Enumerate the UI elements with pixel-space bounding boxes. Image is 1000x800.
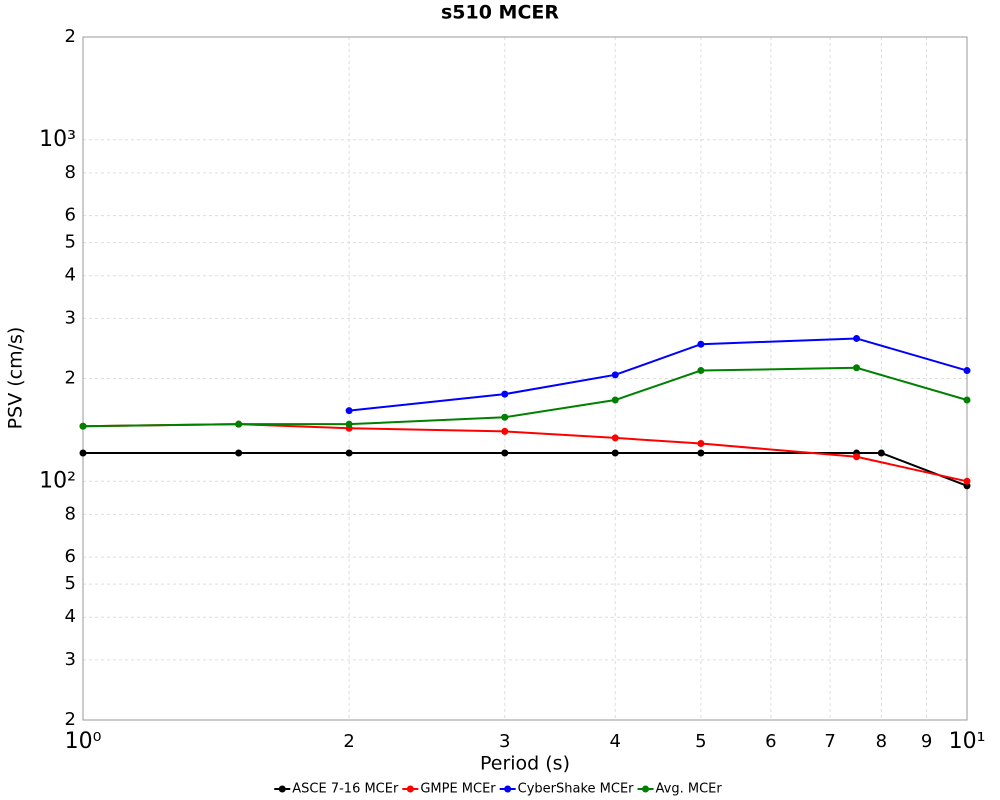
data-point [611,396,619,404]
y-tick-label: 2 [65,368,76,389]
data-point [963,477,971,485]
legend-label: ASCE 7-16 MCEr [292,782,399,797]
data-point [697,367,705,375]
legend-swatch-dot [278,785,286,793]
data-point [345,420,353,428]
legend-swatch-dot [406,785,414,793]
x-tick-label: 10¹ [949,729,986,754]
y-tick-label: 10³ [39,127,76,152]
chart-title: s510 MCER [441,2,559,24]
x-tick-label: 10⁰ [65,729,102,754]
x-axis-label: Period (s) [480,753,570,775]
data-point [501,413,509,421]
data-point [501,449,509,457]
x-tick-label: 6 [765,731,776,752]
data-point [877,449,885,457]
data-point [963,367,971,375]
legend-label: Avg. MCEr [656,782,723,797]
x-tick-label: 4 [609,731,620,752]
data-point [345,449,353,457]
y-tick-label: 2 [65,709,76,730]
data-point [697,340,705,348]
data-point [501,427,509,435]
y-tick-label: 3 [65,307,76,328]
data-point [853,364,861,372]
data-point [963,396,971,404]
x-tick-label: 2 [343,731,354,752]
series-line [349,337,968,412]
data-point [697,440,705,448]
y-tick-label: 4 [65,265,76,286]
data-point [853,334,861,342]
data-point [235,449,243,457]
data-point [611,371,619,379]
plot-frame [82,36,968,721]
legend-swatch-dot [504,785,512,793]
data-point [611,434,619,442]
y-tick-label: 10² [39,468,76,493]
legend-label: CyberShake MCEr [518,782,635,797]
y-tick-label: 6 [65,546,76,567]
y-tick-label: 2 [65,26,76,47]
series-line [82,366,968,428]
data-point [235,420,243,428]
x-tick-label: 9 [921,731,932,752]
legend-label: GMPE MCEr [420,782,496,797]
x-tick-label: 3 [499,731,510,752]
data-point [345,407,353,415]
legend-swatch-dot [642,785,650,793]
x-tick-label: 5 [695,731,706,752]
data-point [697,449,705,457]
data-point [79,422,87,430]
y-tick-label: 4 [65,606,76,627]
x-tick-label: 8 [876,731,887,752]
y-tick-label: 3 [65,649,76,670]
legend: ASCE 7-16 MCEr GMPE MCEr CyberShake MCEr Av… [274,782,722,797]
y-tick-label: 5 [65,232,76,253]
y-axis-label: PSV (cm/s) [5,327,27,430]
y-tick-label: 5 [65,573,76,594]
data-point [501,390,509,398]
data-point [79,449,87,457]
y-tick-label: 6 [65,205,76,226]
x-tick-label: 7 [824,731,835,752]
data-point [611,449,619,457]
y-tick-label: 8 [65,503,76,524]
data-point [853,453,861,461]
y-tick-label: 8 [65,162,76,183]
